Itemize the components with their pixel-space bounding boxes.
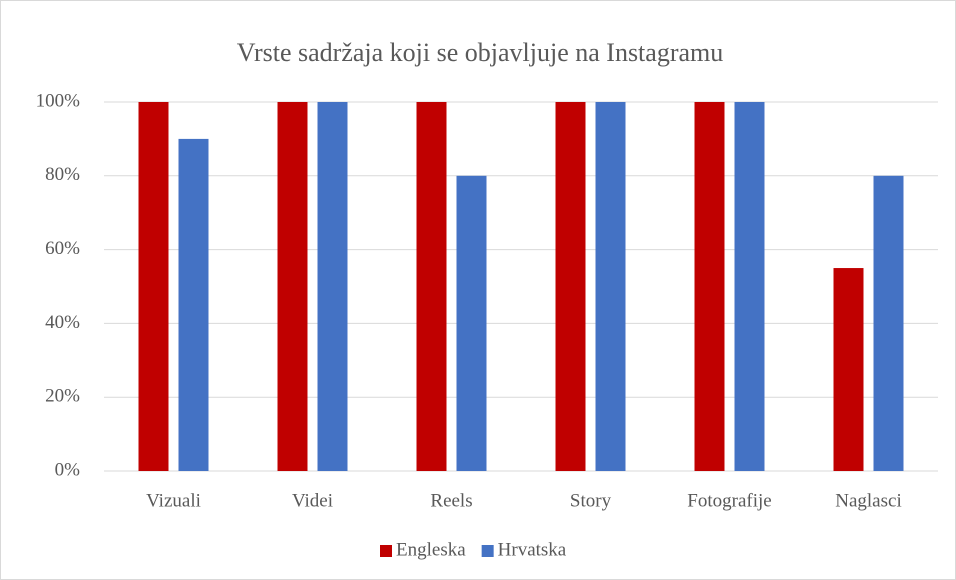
bar: [416, 102, 447, 471]
x-tick-label: Story: [570, 490, 612, 511]
x-tick-label: Videi: [292, 490, 333, 511]
bar: [734, 102, 765, 471]
legend-swatch: [481, 545, 494, 557]
x-tick-label: Reels: [430, 490, 472, 511]
y-tick-label: 0%: [55, 459, 81, 480]
y-tick-label: 20%: [45, 386, 80, 407]
legend-swatch: [380, 545, 392, 557]
y-tick-label: 40%: [45, 312, 80, 333]
legend-label: Engleska: [396, 539, 466, 560]
x-tick-label: Vizuali: [146, 490, 201, 511]
bar: [317, 102, 348, 471]
x-tick-label: Fotografije: [687, 490, 771, 511]
bar: [694, 102, 725, 471]
y-tick-label: 60%: [45, 238, 80, 259]
x-tick-label: Naglasci: [835, 490, 901, 511]
bar: [833, 268, 864, 471]
y-tick-label: 80%: [45, 164, 80, 185]
bar: [138, 102, 169, 471]
bar: [873, 175, 904, 472]
bar: [555, 102, 586, 471]
bar: [178, 138, 209, 471]
bar: [595, 102, 626, 471]
bar: [277, 102, 308, 471]
legend-label: Hrvatska: [498, 539, 567, 560]
chart-title: Vrste sadržaja koji se objavljuje na Ins…: [237, 38, 724, 67]
y-tick-label: 100%: [36, 90, 81, 111]
bar: [456, 175, 487, 472]
